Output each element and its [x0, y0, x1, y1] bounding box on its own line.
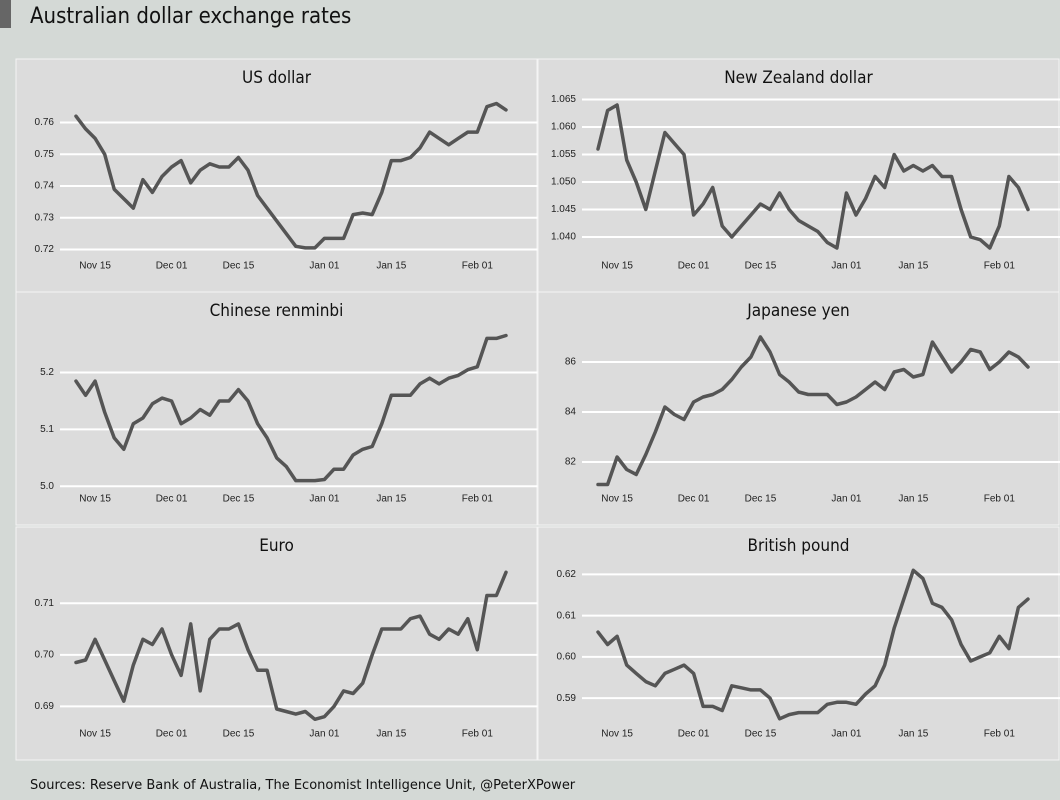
x-tick-label: Feb 01: [984, 261, 1016, 272]
y-tick-label: 0.73: [35, 212, 55, 223]
y-tick-label: 0.75: [35, 149, 55, 160]
main-title: Australian dollar exchange rates: [30, 4, 351, 29]
y-tick-label: 0.76: [35, 117, 55, 128]
y-tick-label: 1.045: [551, 204, 576, 215]
line: [74, 333, 508, 483]
x-tick-label: Jan 15: [376, 729, 406, 740]
line: [596, 335, 1030, 487]
y-tick-label: 0.69: [35, 701, 55, 712]
y-tick-label: 82: [565, 457, 577, 468]
line: [596, 103, 1030, 250]
x-tick-label: Jan 01: [309, 729, 339, 740]
x-tick-label: Jan 01: [831, 729, 861, 740]
x-tick-label: Jan 15: [898, 729, 928, 740]
x-tick-label: Jan 01: [831, 494, 861, 505]
x-tick-label: Dec 01: [678, 729, 710, 740]
line: [74, 101, 508, 250]
x-tick-label: Dec 15: [745, 729, 777, 740]
panel: [537, 526, 1060, 761]
panel-title: Japanese yen: [746, 301, 849, 321]
panel-title: Chinese renminbi: [210, 301, 344, 321]
x-tick-label: Feb 01: [984, 729, 1016, 740]
x-tick-label: Dec 01: [678, 261, 710, 272]
x-tick-label: Feb 01: [462, 494, 494, 505]
x-tick-label: Dec 15: [745, 494, 777, 505]
x-tick-label: Jan 01: [831, 261, 861, 272]
line: [74, 570, 508, 722]
x-tick-label: Jan 15: [376, 261, 406, 272]
panel: [537, 291, 1060, 526]
x-tick-label: Jan 15: [898, 494, 928, 505]
x-tick-label: Dec 01: [156, 261, 188, 272]
y-tick-label: 5.2: [40, 367, 54, 378]
y-tick-label: 86: [565, 357, 577, 368]
panel: [15, 291, 538, 526]
x-tick-label: Nov 15: [601, 729, 633, 740]
x-tick-label: Dec 01: [156, 729, 188, 740]
y-tick-label: 0.60: [557, 652, 577, 663]
x-tick-label: Jan 15: [898, 261, 928, 272]
x-tick-label: Dec 01: [678, 494, 710, 505]
panel: [537, 58, 1060, 293]
y-tick-label: 5.1: [40, 424, 54, 435]
y-tick-label: 1.050: [551, 177, 576, 188]
x-tick-label: Feb 01: [462, 729, 494, 740]
x-tick-label: Dec 15: [223, 729, 255, 740]
x-tick-label: Feb 01: [462, 261, 494, 272]
y-tick-label: 1.055: [551, 149, 576, 160]
x-tick-label: Nov 15: [601, 261, 633, 272]
y-tick-label: 1.065: [551, 94, 576, 105]
line: [596, 568, 1030, 721]
y-tick-label: 1.040: [551, 232, 576, 243]
x-tick-label: Jan 01: [309, 494, 339, 505]
y-tick-label: 5.0: [40, 481, 54, 492]
x-tick-label: Dec 15: [745, 261, 777, 272]
y-tick-label: 0.71: [35, 598, 55, 609]
y-tick-label: 0.61: [557, 610, 577, 621]
panel-title: British pound: [748, 536, 850, 556]
x-tick-label: Nov 15: [79, 261, 111, 272]
y-tick-label: 0.70: [35, 649, 55, 660]
panel-title: New Zealand dollar: [724, 68, 873, 88]
panel-title: Euro: [259, 536, 294, 556]
x-tick-label: Nov 15: [79, 729, 111, 740]
y-tick-label: 0.72: [35, 244, 55, 255]
y-tick-label: 1.060: [551, 122, 576, 133]
panel: [15, 526, 538, 761]
x-tick-label: Dec 01: [156, 494, 188, 505]
x-tick-label: Feb 01: [984, 494, 1016, 505]
x-tick-label: Dec 15: [223, 494, 255, 505]
x-tick-label: Jan 01: [309, 261, 339, 272]
y-tick-label: 84: [565, 407, 577, 418]
y-tick-label: 0.59: [557, 693, 577, 704]
x-tick-label: Dec 15: [223, 261, 255, 272]
panel: [15, 58, 538, 293]
corner-tag: [0, 0, 11, 28]
y-tick-label: 0.74: [35, 181, 55, 192]
panel-title: US dollar: [242, 68, 312, 88]
x-tick-label: Nov 15: [79, 494, 111, 505]
source: Sources: Reserve Bank of Australia, The …: [30, 778, 576, 793]
x-tick-label: Jan 15: [376, 494, 406, 505]
x-tick-label: Nov 15: [601, 494, 633, 505]
y-tick-label: 0.62: [557, 569, 577, 580]
